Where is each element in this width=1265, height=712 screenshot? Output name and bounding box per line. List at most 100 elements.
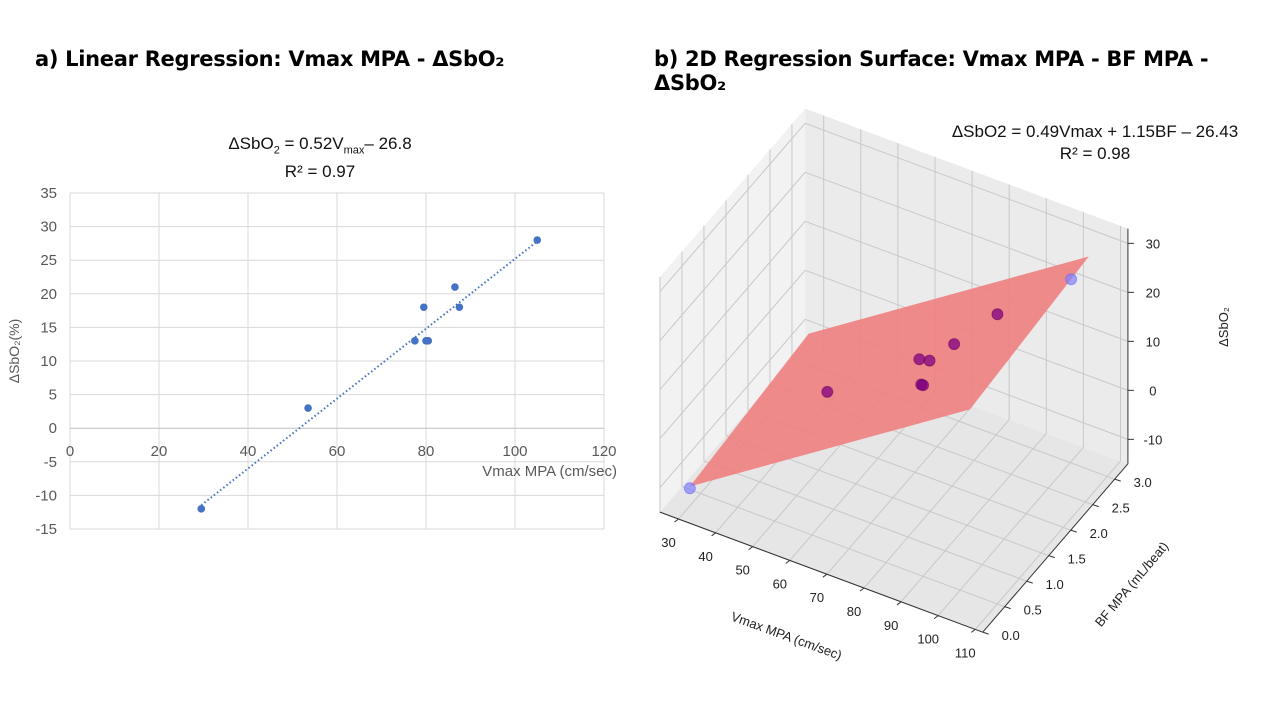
y-tick-label: 0 — [49, 420, 57, 437]
x-tick — [674, 518, 679, 523]
panel-a-title: a) Linear Regression: Vmax MPA - ΔSbO₂ — [35, 47, 505, 71]
eq-lhs-sub: 2 — [273, 144, 280, 157]
x-tick — [748, 546, 754, 550]
data-point — [948, 338, 961, 351]
data-point — [991, 308, 1004, 321]
eq-rhs: – 26.8 — [364, 134, 412, 153]
y-tick — [982, 631, 989, 635]
back-pane — [805, 108, 1128, 464]
back-gridline — [804, 220, 1129, 342]
x-tick-label: 40 — [698, 549, 712, 564]
x-tick-label: 80 — [418, 443, 435, 460]
eq-mid: = 0.52V — [279, 134, 344, 153]
y-tick — [1026, 580, 1033, 584]
x-tick-label: 80 — [847, 604, 861, 619]
data-point — [923, 354, 936, 367]
floor-gridline — [863, 419, 1010, 589]
y-tick-label: -5 — [44, 454, 57, 471]
y-tick — [1048, 555, 1055, 559]
panel-b-eq-text: ΔSbO2 = 0.49Vmax + 1.15BF – 26.43 — [951, 122, 1239, 141]
y-tick-label: 1.5 — [1068, 552, 1086, 567]
x-tick-label: 100 — [917, 632, 939, 647]
y-tick — [1114, 478, 1121, 482]
x-tick — [896, 601, 902, 606]
left-gridline — [659, 122, 806, 292]
x-tick-label: 110 — [955, 645, 976, 660]
floor-gridline — [937, 446, 1084, 616]
y-tick-label: 0.5 — [1024, 603, 1042, 618]
left-gridline — [659, 171, 806, 341]
data-point — [1065, 273, 1078, 286]
y-axis-label: ΔSbO₂(%) — [6, 319, 22, 384]
x-axis-label: Vmax MPA (cm/sec) — [482, 463, 617, 480]
y-tick-label: 2.5 — [1112, 501, 1130, 516]
floor-gridline — [703, 460, 1027, 582]
eq-lhs: ΔSbO — [228, 134, 274, 153]
x-tick-label: 40 — [240, 443, 257, 460]
x-tick-label: 120 — [591, 443, 616, 460]
left-gridline — [659, 318, 806, 488]
y-tick-label: 3.0 — [1134, 475, 1152, 490]
data-point — [419, 303, 428, 312]
x-tick-label: 100 — [502, 443, 527, 460]
z-tick-label: 30 — [1146, 236, 1160, 251]
y-tick-label: -10 — [35, 487, 57, 504]
y-tick-label: 35 — [40, 185, 57, 202]
data-point — [913, 353, 926, 366]
panel-b-r2: R² = 0.98 — [1059, 144, 1131, 163]
y-tick-label: -15 — [35, 521, 57, 538]
x-axis-label: Vmax MPA (cm/sec) — [729, 609, 844, 663]
data-point — [451, 283, 459, 291]
data-point — [917, 379, 930, 392]
data-point — [197, 505, 206, 513]
floor-gridline — [826, 405, 973, 575]
floor-gridline — [681, 486, 1005, 608]
x-tick-label: 50 — [735, 563, 749, 578]
x-tick-label: 70 — [810, 590, 824, 605]
y-tick-label: 20 — [40, 286, 57, 303]
y-axis-label: BF MPA (mL/beat) — [1092, 539, 1172, 630]
y-tick-label: 2.0 — [1090, 526, 1108, 541]
x-tick-label: 90 — [884, 618, 898, 633]
data-point — [683, 482, 696, 495]
y-tick — [1092, 504, 1099, 508]
panel-a-r2: R² = 0.97 — [284, 162, 356, 182]
x-tick — [933, 615, 939, 619]
y-tick-label: 25 — [40, 252, 57, 269]
y-tick-label: 1.0 — [1046, 577, 1064, 592]
left-pane — [659, 108, 806, 513]
y-tick-label: 15 — [40, 319, 57, 336]
x-tick — [859, 587, 865, 592]
y-tick — [1070, 529, 1077, 533]
panel-a-chart: 0 20 40 60 80 100 120 -15 -10 -5 0 5 10 15 20 25 30 35 Vma… — [6, 185, 617, 538]
z-tick-label: 20 — [1146, 285, 1160, 300]
y-tick-label: 10 — [40, 353, 57, 370]
panel-b-title: b) 2D Regression Surface: Vmax MPA - BF … — [654, 47, 1209, 95]
x-tick — [970, 629, 976, 633]
z-tick-label: -10 — [1144, 432, 1163, 447]
floor-gridline — [974, 460, 1121, 630]
data-point — [304, 404, 312, 412]
data-point — [455, 303, 464, 312]
y-axis-line — [982, 463, 1129, 633]
x-tick — [822, 573, 828, 578]
x-tick-label: 20 — [151, 443, 168, 460]
x-tick — [785, 560, 791, 564]
panel-a-equation: ΔSbO2 = 0.52Vmax– 26.8 R² = 0.97 — [170, 133, 470, 183]
data-point — [821, 385, 834, 398]
x-tick-label: 0 — [66, 443, 74, 460]
z-tick-label: 10 — [1146, 334, 1160, 349]
x-tick-label: 60 — [329, 443, 346, 460]
data-point — [411, 337, 419, 345]
left-gridline — [659, 220, 806, 390]
y-tick — [1004, 606, 1011, 610]
back-gridline — [804, 122, 1129, 244]
floor-gridline — [900, 433, 1047, 603]
y-tick-label: 5 — [49, 387, 57, 404]
eq-mid-sub: max — [343, 144, 365, 157]
x-tick-label: 60 — [773, 576, 787, 591]
x-axis-line — [659, 511, 983, 633]
z-axis-label: ΔSbO₂ — [1216, 307, 1231, 347]
